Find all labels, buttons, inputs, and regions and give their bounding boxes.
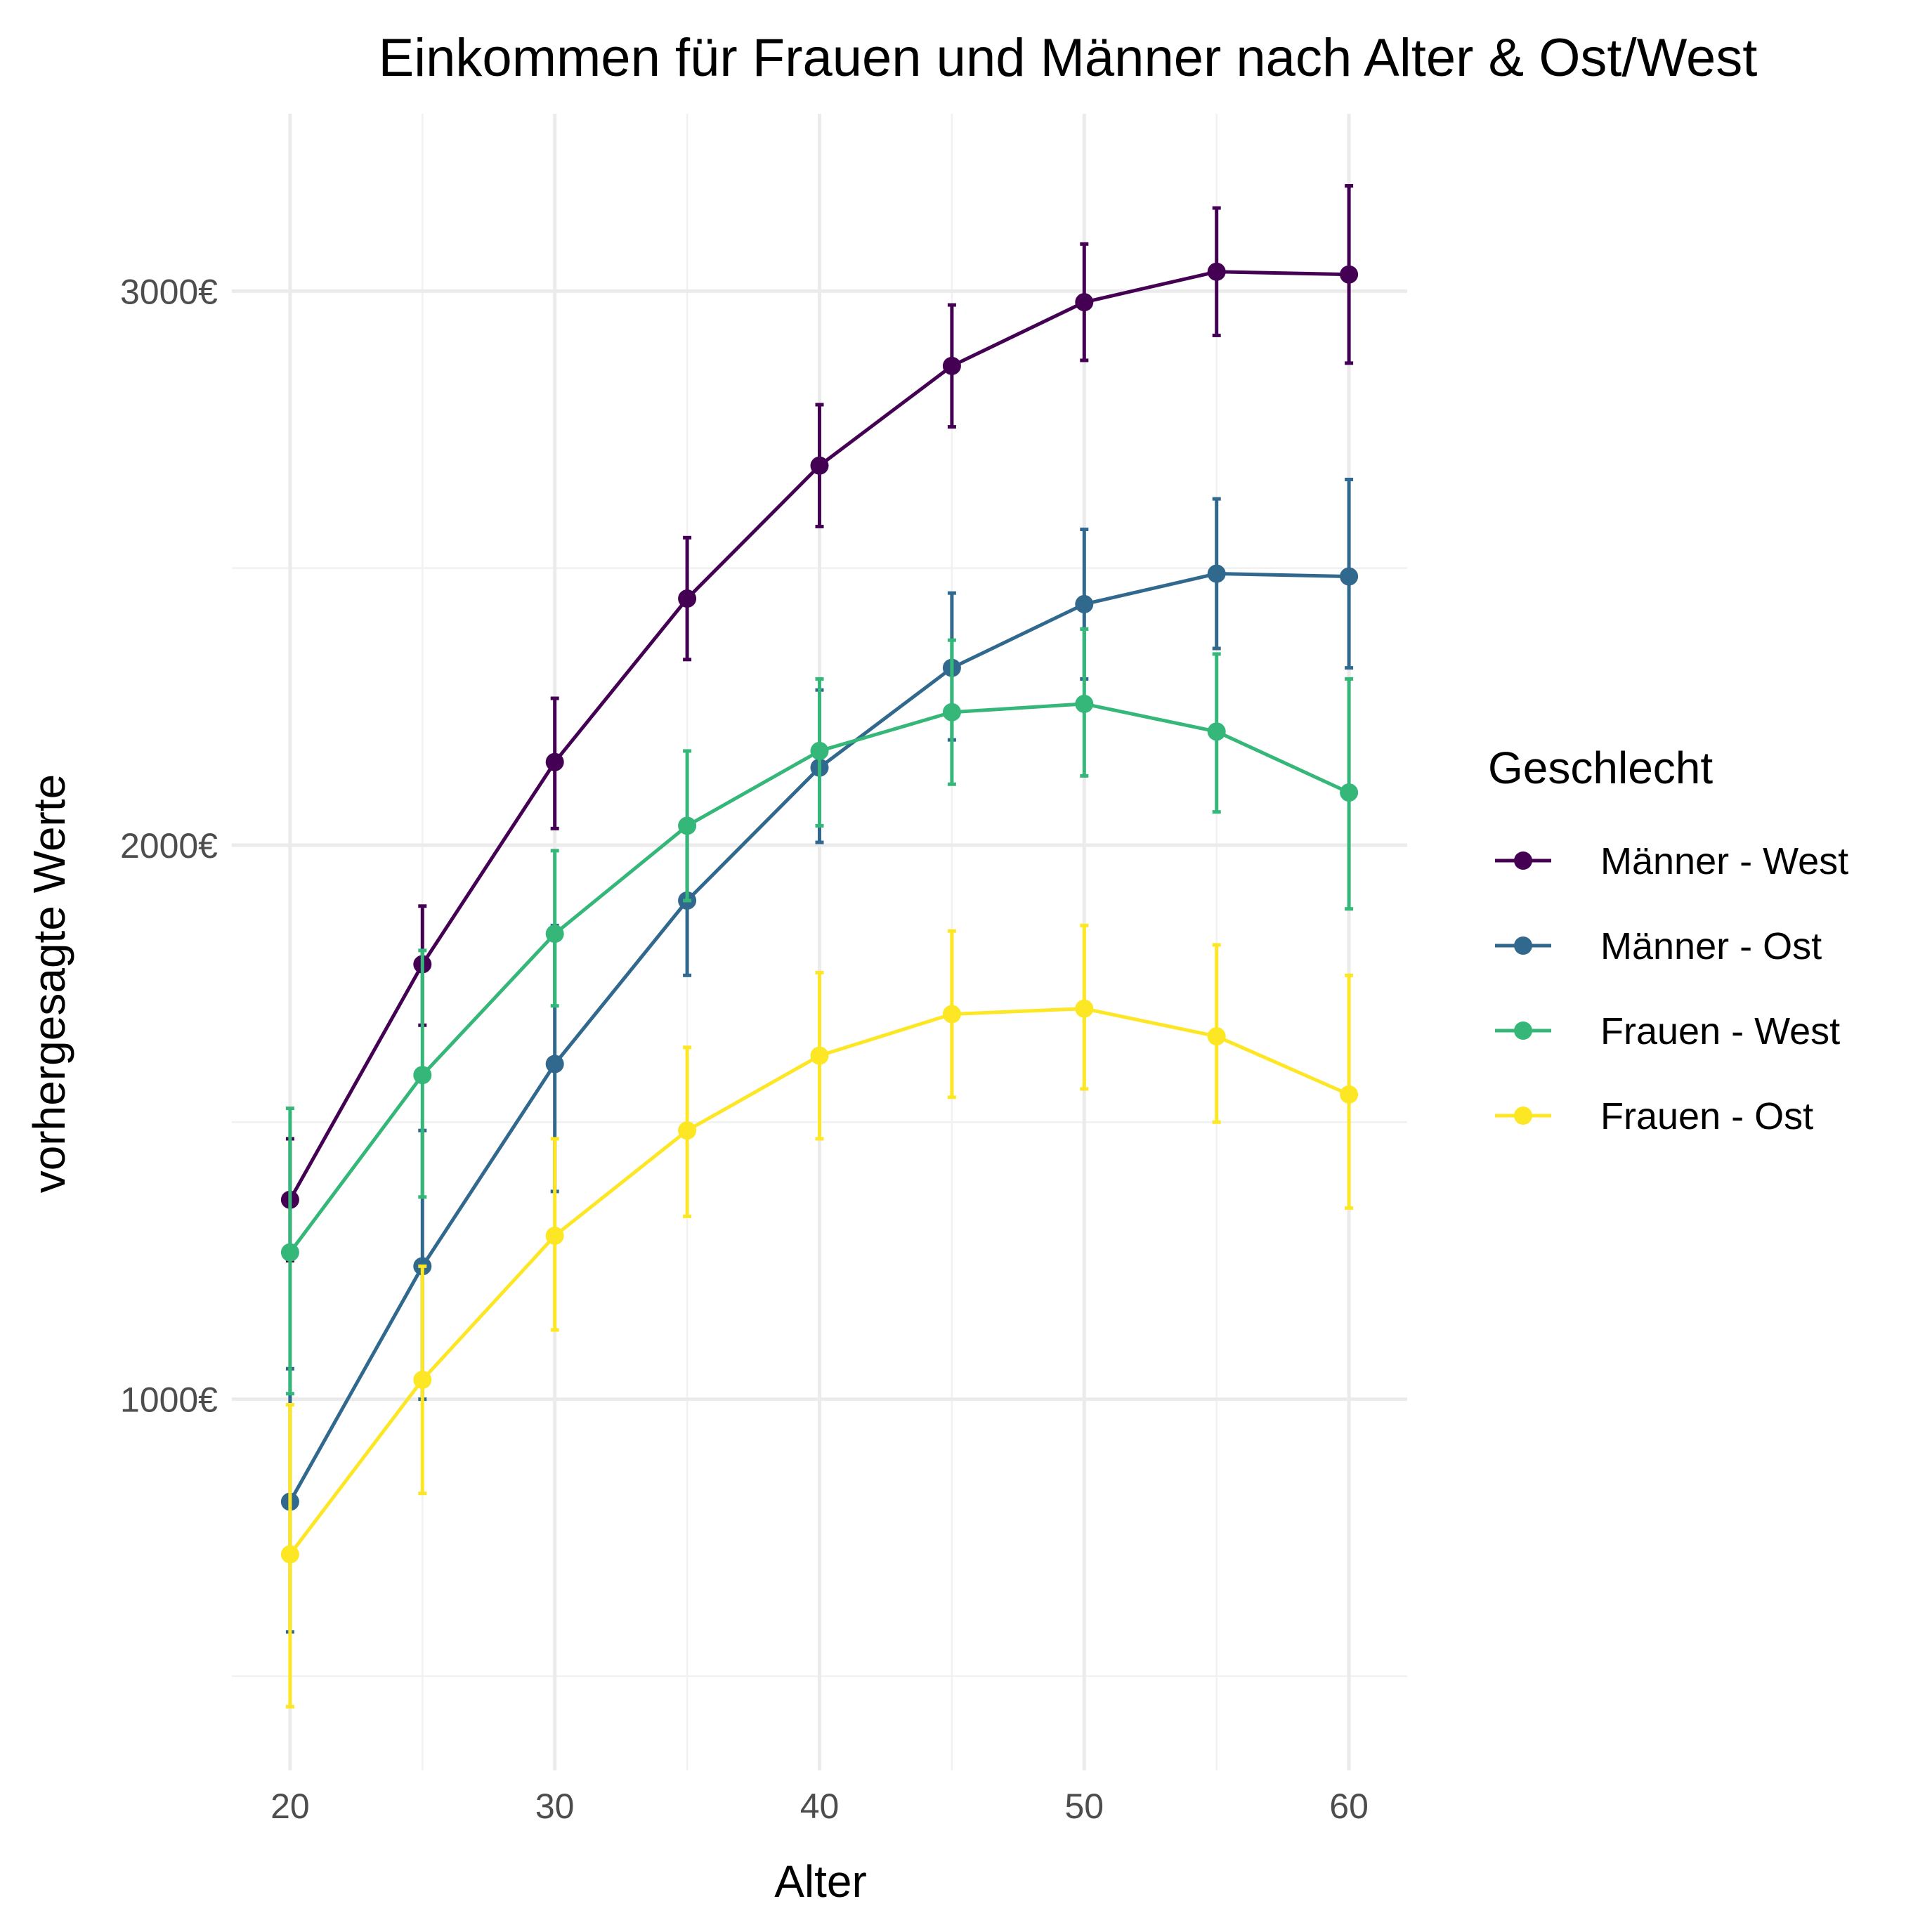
y-axis: 1000€ 2000€ 3000€	[120, 272, 218, 1419]
x-axis: 20 30 40 50 60	[270, 1787, 1369, 1826]
legend-item: Frauen - West	[1495, 1010, 1840, 1052]
series-layer	[280, 184, 1359, 1709]
x-axis-title: Alter	[774, 1856, 867, 1907]
legend-label: Frauen - Ost	[1600, 1095, 1813, 1137]
legend-item: Männer - Ost	[1495, 925, 1822, 967]
data-point	[678, 816, 697, 835]
data-point	[810, 456, 829, 475]
y-tick-label: 1000€	[120, 1381, 218, 1420]
series	[280, 184, 1359, 1262]
data-point	[545, 925, 564, 944]
data-point	[413, 1066, 432, 1085]
legend-key-point	[1514, 851, 1532, 870]
data-point	[1340, 783, 1359, 802]
y-tick-label: 3000€	[120, 272, 218, 311]
x-tick-label: 50	[1064, 1787, 1104, 1826]
legend-item: Frauen - Ost	[1495, 1095, 1813, 1137]
series	[280, 923, 1359, 1709]
legend-key-point	[1514, 936, 1532, 955]
legend-label: Frauen - West	[1600, 1010, 1840, 1052]
data-point	[1075, 293, 1094, 312]
data-point	[280, 1243, 299, 1262]
legend-label: Männer - Ost	[1600, 925, 1822, 967]
data-point	[1207, 262, 1226, 281]
grid	[232, 114, 1407, 1770]
data-point	[1075, 694, 1094, 713]
data-point	[1340, 567, 1359, 586]
legend-items: Männer - West Männer - Ost Frauen - West Fr…	[1495, 840, 1848, 1137]
x-tick-label: 30	[535, 1787, 575, 1826]
data-point	[678, 589, 697, 608]
data-point	[678, 1121, 697, 1140]
y-tick-label: 2000€	[120, 826, 218, 866]
data-point	[810, 741, 829, 760]
data-point	[545, 1055, 564, 1073]
x-tick-label: 60	[1329, 1787, 1369, 1826]
chart-title: Einkommen für Frauen und Männer nach Alt…	[379, 28, 1758, 88]
data-point	[1075, 999, 1094, 1018]
data-point	[413, 1371, 432, 1390]
y-axis-title: vorhergesagte Werte	[24, 774, 74, 1193]
x-tick-label: 40	[800, 1787, 840, 1826]
legend-item: Männer - West	[1495, 840, 1848, 882]
data-point	[810, 1046, 829, 1065]
series	[280, 627, 1359, 1396]
legend-key-point	[1514, 1022, 1532, 1040]
legend-title: Geschlecht	[1488, 743, 1713, 793]
data-point	[1207, 564, 1226, 583]
data-point	[1207, 722, 1226, 741]
data-point	[942, 356, 961, 375]
data-point	[280, 1545, 299, 1564]
legend: Geschlecht Männer - West Männer - Ost Frau…	[1488, 743, 1848, 1137]
data-point	[942, 703, 961, 722]
data-point	[545, 1226, 564, 1245]
x-tick-label: 20	[270, 1787, 310, 1826]
data-point	[545, 752, 564, 771]
data-point	[1340, 1085, 1359, 1104]
legend-key-point	[1514, 1107, 1532, 1125]
legend-label: Männer - West	[1600, 840, 1848, 882]
data-point	[1075, 594, 1094, 613]
data-point	[1340, 265, 1359, 284]
data-point	[942, 1005, 961, 1024]
data-point	[1207, 1027, 1226, 1046]
